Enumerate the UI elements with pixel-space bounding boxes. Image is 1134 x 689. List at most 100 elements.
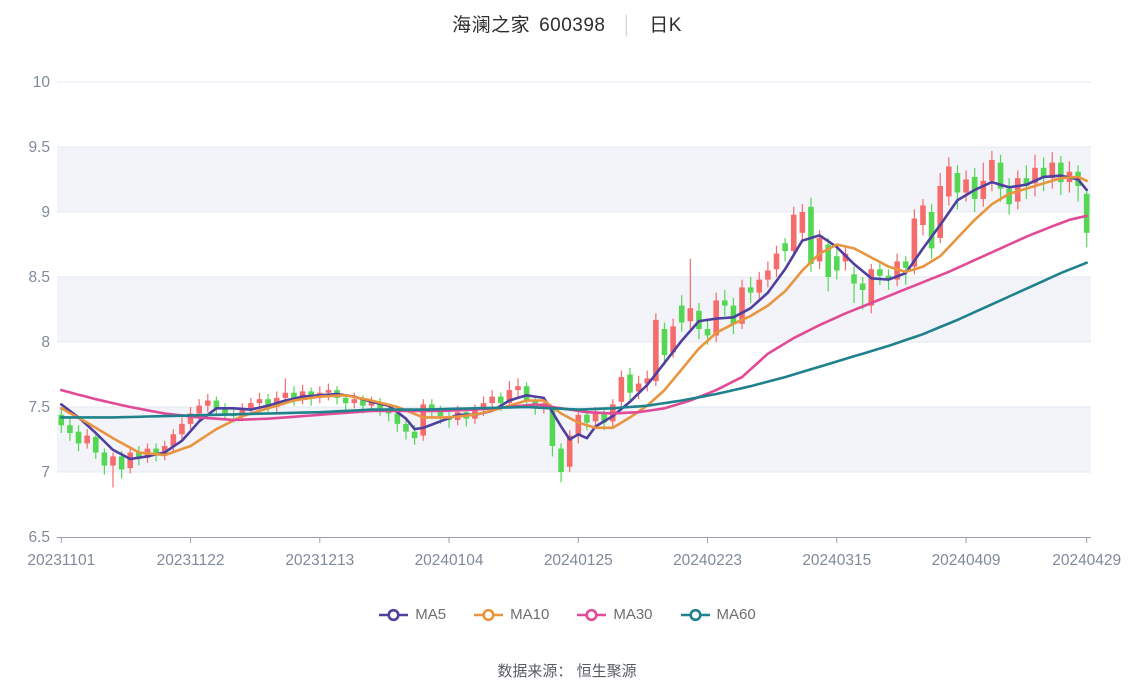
candle-down: [58, 414, 65, 426]
chart-title: 海澜之家 600398 │ 日K: [0, 10, 1134, 37]
y-axis-label: 7: [41, 464, 50, 481]
candle-down: [678, 305, 685, 323]
candle-down: [584, 414, 590, 423]
candle-down: [971, 176, 978, 199]
candle-up: [635, 383, 642, 392]
candle-down: [661, 329, 668, 355]
candle-down: [394, 413, 401, 424]
candle-up: [790, 214, 797, 251]
candle-up: [670, 326, 676, 353]
y-axis-labels: 6.5 7 7.5 8 8.5 9 9.5 10: [28, 74, 50, 546]
candle-up: [868, 269, 875, 306]
candle-up: [204, 400, 211, 406]
candle-down: [75, 431, 82, 444]
candle-down: [411, 431, 418, 439]
candle-down: [549, 409, 556, 446]
candle-down: [429, 404, 435, 411]
ma-line-ma60: [60, 261, 1088, 419]
candle-down: [153, 448, 159, 456]
candle-down: [101, 452, 108, 466]
candle-down: [291, 392, 297, 398]
y-axis-label: 8: [41, 334, 50, 351]
candle-up: [161, 446, 168, 454]
candle-down: [222, 408, 228, 414]
candle-up: [566, 435, 573, 467]
candle-up: [937, 186, 944, 238]
candle-up: [765, 270, 771, 280]
candle-up: [644, 378, 651, 384]
candle-up: [799, 212, 806, 233]
legend-marker-icon: [379, 608, 409, 621]
candle-up: [920, 205, 926, 225]
candle-up: [773, 253, 780, 270]
candle-up: [196, 405, 202, 414]
candle-down: [523, 386, 530, 401]
candle-up: [299, 391, 306, 398]
candle-down: [403, 423, 409, 432]
candle-down: [730, 305, 737, 324]
x-axis-label: 20240409: [932, 552, 1001, 569]
candle-up: [282, 392, 289, 398]
candle-down: [213, 400, 220, 409]
candle-down: [118, 456, 125, 470]
y-axis-label: 6.5: [28, 529, 50, 546]
candle-up: [756, 279, 763, 293]
legend-marker-icon: [577, 608, 607, 621]
candle-down: [1040, 167, 1047, 179]
candle-up: [1032, 167, 1038, 184]
candle-up: [480, 403, 487, 410]
stock-name: 海澜之家: [452, 15, 531, 36]
legend-marker-icon: [680, 608, 710, 621]
y-axis-label: 7.5: [28, 399, 50, 416]
candle-up: [368, 401, 375, 406]
candle-down: [1058, 162, 1064, 183]
candle-down: [954, 173, 961, 193]
candle-up: [592, 413, 599, 422]
candle-down: [825, 244, 831, 277]
stock-code: 600398: [539, 15, 606, 36]
legend-item-ma30[interactable]: MA30: [576, 606, 653, 623]
legend-item-ma10[interactable]: MA10: [473, 606, 549, 623]
candle-down: [997, 162, 1004, 189]
candle-up: [515, 386, 521, 391]
candle-up: [989, 160, 995, 181]
candle-down: [808, 206, 814, 264]
legend: MA5 MA10 MA30 MA60: [0, 606, 1134, 623]
candle-up: [325, 390, 332, 393]
candle-down: [1083, 193, 1090, 233]
candle-down: [1023, 178, 1030, 186]
period-label: 日K: [649, 15, 682, 36]
candle-up: [842, 253, 849, 262]
candle-up: [256, 399, 263, 404]
ma-line-ma5: [60, 174, 1088, 461]
candle-down: [1006, 188, 1012, 205]
background-bands: [57, 147, 1091, 472]
legend-item-label: MA60: [716, 606, 756, 623]
legend-item-label: MA10: [510, 606, 550, 623]
candle-down: [782, 243, 788, 251]
candle-up: [816, 238, 823, 262]
candle-up: [351, 399, 358, 404]
legend-item-label: MA5: [415, 606, 447, 623]
x-axis-label: 20240429: [1052, 552, 1121, 569]
candle-down: [437, 410, 444, 417]
candle-up: [248, 403, 254, 409]
candle-down: [747, 287, 754, 293]
candle-up: [963, 179, 969, 193]
candle-up: [420, 404, 427, 436]
candle-down: [704, 329, 711, 336]
candle-down: [601, 413, 607, 423]
candle-down: [265, 399, 271, 407]
x-axis-label: 20231101: [27, 552, 95, 569]
legend-item-ma60[interactable]: MA60: [680, 606, 756, 623]
y-axis-label: 8.5: [28, 269, 50, 286]
candle-up: [110, 456, 116, 466]
candle-down: [834, 256, 840, 271]
x-axis-label: 20240104: [415, 552, 484, 569]
legend-item-ma5[interactable]: MA5: [378, 606, 446, 623]
candle-up: [618, 377, 625, 402]
y-axis-label: 9: [41, 204, 50, 221]
candle-down: [377, 401, 383, 409]
y-axis-label: 10: [33, 74, 51, 91]
